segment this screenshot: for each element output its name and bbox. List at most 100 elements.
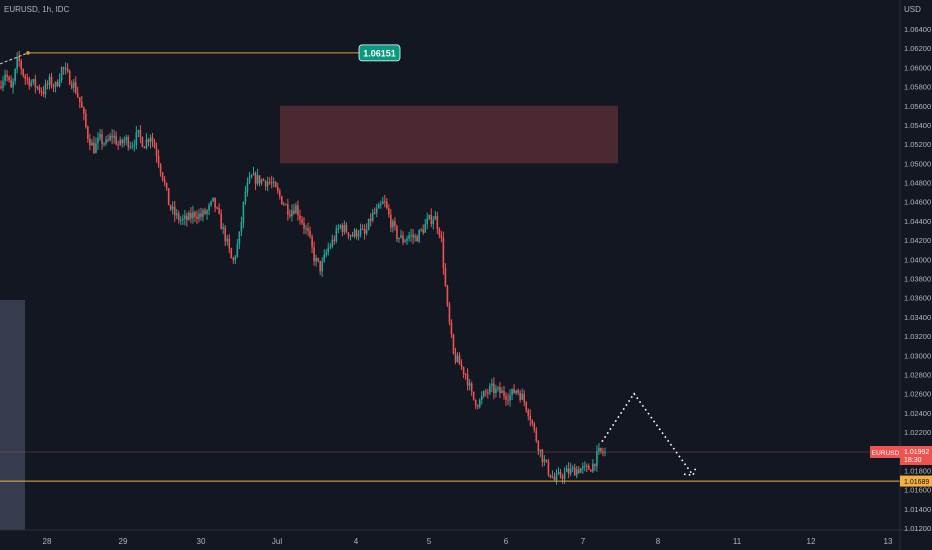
candle-body (311, 236, 313, 248)
candle-body (533, 423, 536, 430)
candle-body (470, 383, 473, 392)
candle-body (400, 235, 402, 238)
symbol-label[interactable]: EURUSD, 1h, IDC (4, 5, 70, 14)
candle-body (250, 175, 253, 178)
candle-body (375, 208, 378, 214)
y-tick-label: 1.05200 (904, 140, 931, 149)
candle-body (295, 205, 297, 214)
candle-body (163, 179, 166, 183)
y-tick-label: 1.06000 (904, 63, 931, 72)
candle-body (598, 447, 600, 452)
last-price-tag (900, 445, 932, 465)
candle-body (194, 212, 196, 217)
candle-body (74, 82, 77, 93)
candle-body (553, 476, 556, 480)
candle-body (545, 459, 548, 462)
candle-body (339, 225, 342, 229)
candle-body (220, 213, 222, 230)
projection-path[interactable] (601, 392, 694, 476)
candle-body (476, 405, 479, 407)
y-tick-label: 1.03000 (904, 351, 931, 360)
candle-body (551, 476, 554, 478)
candle-body (404, 240, 406, 243)
candle-body (6, 74, 8, 78)
candle-body (507, 399, 509, 401)
candle-body (8, 77, 10, 81)
candle-body (412, 234, 414, 238)
candle-body (186, 215, 188, 221)
candle-body (337, 228, 340, 230)
candle-body (256, 175, 259, 184)
candle-body (175, 213, 178, 216)
high-price-callout[interactable] (358, 44, 401, 62)
candle-body (278, 191, 281, 197)
last-price-tag-value: 1.01992 (904, 449, 929, 456)
candle-body (434, 216, 437, 220)
candle-body (115, 135, 117, 145)
candle-body (169, 205, 172, 210)
candle-body (16, 56, 18, 70)
candle-body (499, 387, 501, 394)
candle-body (99, 134, 101, 139)
candle-body (432, 219, 435, 224)
candle-body (107, 139, 109, 141)
y-tick-label: 1.06400 (904, 25, 931, 34)
candle-body (234, 256, 237, 260)
candle-body (240, 221, 243, 232)
candle-body (143, 146, 146, 149)
candle-body (141, 137, 144, 147)
candle-body (539, 449, 542, 451)
candle-body (394, 221, 396, 227)
price-axis[interactable]: 1.06400 1.06200 1.06000 1.05800 1.05600 1.054… (904, 25, 931, 533)
y-tick-label: 1.03400 (904, 313, 931, 322)
candle-body (111, 135, 113, 138)
candle-body (89, 138, 91, 146)
projection-arrowhead (683, 466, 697, 477)
time-axis[interactable]: 28 29 30 Jul 4 5 6 7 8 11 12 13 (43, 537, 893, 546)
candle-body (139, 130, 142, 138)
candle-body (167, 188, 170, 206)
candle-body (343, 224, 346, 233)
candle-body (165, 182, 168, 189)
candle-body (125, 137, 128, 141)
candle-body (246, 182, 249, 192)
candle-body (355, 229, 358, 237)
last-price-countdown: 18:30 (904, 457, 922, 464)
candle-body (97, 138, 99, 144)
candle-body (480, 396, 483, 400)
candle-body (236, 244, 239, 257)
candle-body (272, 182, 275, 184)
candle-body (238, 231, 241, 245)
candle-body (458, 355, 461, 365)
overlays: 1.06151 (0, 44, 900, 482)
candle-body (428, 214, 431, 219)
candle-body (228, 238, 231, 249)
candle-body (341, 225, 344, 233)
x-tick-label: 30 (197, 537, 206, 546)
candle-body (333, 239, 336, 242)
y-tick-label: 1.02400 (904, 409, 931, 418)
candle-body (406, 238, 408, 241)
x-tick-label: 12 (807, 537, 816, 546)
high-anchor-point[interactable] (26, 51, 30, 55)
candle-body (297, 205, 299, 216)
candle-body (66, 68, 69, 72)
candle-body (420, 229, 422, 231)
candle-body (547, 461, 550, 475)
candle-body (563, 471, 566, 479)
y-tick-label: 1.01400 (904, 505, 931, 514)
candle-body (117, 144, 119, 146)
trend-line-dashed[interactable] (0, 52, 29, 65)
candle-body (388, 208, 390, 215)
high-price-callout-text: 1.06151 (363, 48, 396, 58)
supply-zone-rectangle[interactable] (280, 105, 618, 164)
candle-body (52, 86, 55, 88)
x-tick-label: 8 (656, 537, 661, 546)
candle-body (321, 261, 323, 272)
candle-body (70, 84, 73, 88)
candle-body (402, 235, 404, 243)
candle-body (379, 204, 382, 206)
candle-body (208, 204, 210, 211)
